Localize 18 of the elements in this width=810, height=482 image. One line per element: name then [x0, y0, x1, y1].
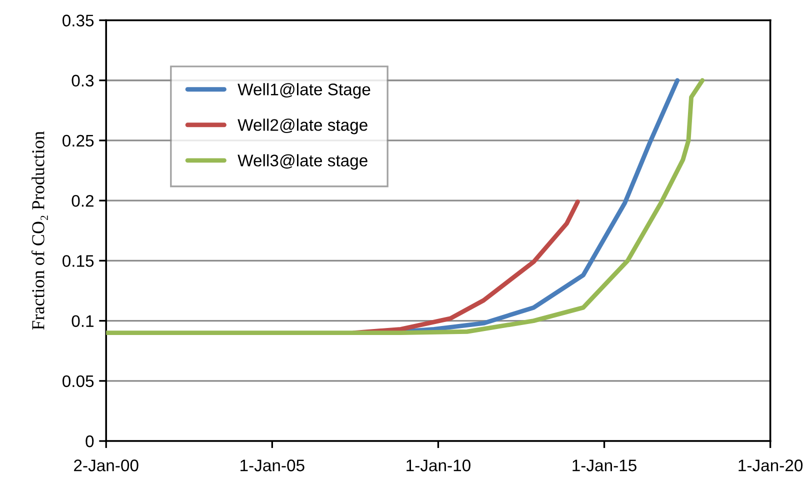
y-axis-title: Fraction of CO₂ Production [31, 131, 48, 330]
y-tick-label: 0.25 [62, 134, 94, 147]
y-tick-label: 0.1 [72, 315, 94, 328]
y-tick-label: 0 [86, 435, 94, 448]
y-tick-label: 0.15 [62, 255, 94, 267]
x-tick-label: 1-Jan-20 [738, 460, 803, 472]
x-tick-label: 2-Jan-00 [74, 460, 138, 472]
legend-label: Well1@late Stage [238, 83, 370, 99]
x-tick-label: 1-Jan-15 [572, 460, 636, 472]
legend-label: Well2@late stage [238, 118, 368, 134]
x-tick-label: 1-Jan-05 [240, 460, 304, 472]
y-tick-label: 0.2 [72, 194, 94, 207]
y-tick-label: 0.05 [62, 375, 94, 388]
legend-label: Well3@late stage [238, 154, 368, 170]
x-tick-label: 1-Jan-10 [406, 460, 470, 472]
y-tick-label: 0.3 [72, 74, 94, 87]
line-series [106, 78, 705, 336]
y-tick-label: 0.35 [62, 14, 94, 26]
